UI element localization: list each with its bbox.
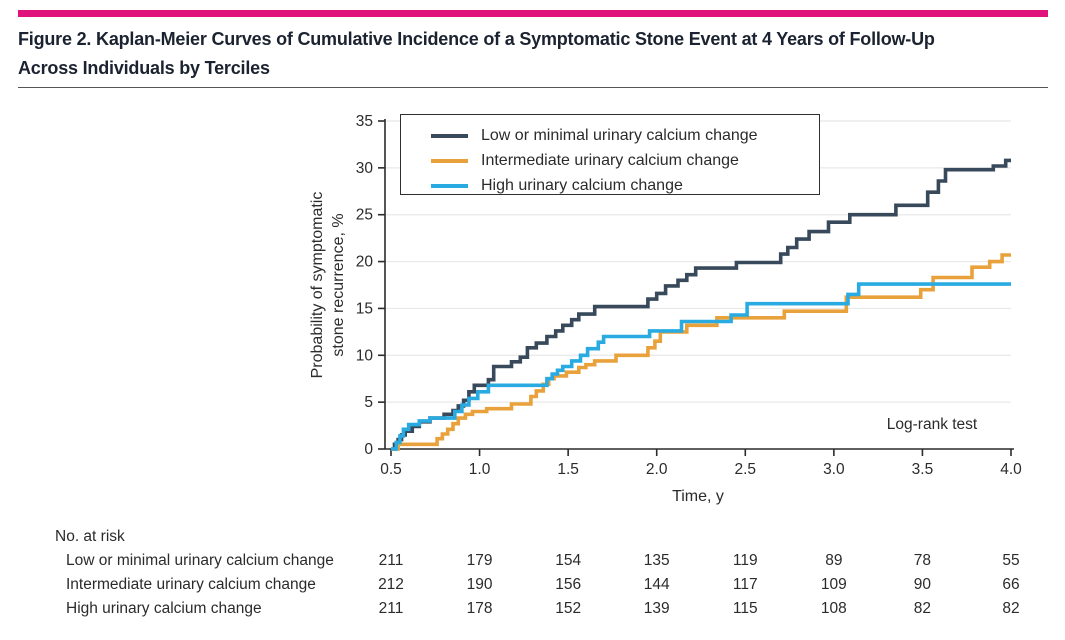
y-axis-title-line-2: stone recurrence, % [330,213,347,356]
risk-row-low: Low or minimal urinary calcium change 21… [0,552,1065,574]
legend-label-high: High urinary calcium change [481,176,683,194]
risk-count: 117 [732,576,758,593]
risk-count: 212 [378,576,404,593]
km-curve-1 [391,253,1011,451]
svg-text:0.5: 0.5 [380,461,402,478]
log-rank-label: Log-rank test [886,416,978,433]
legend-label-low: Low or minimal urinary calcium change [481,126,758,144]
legend-line-high-icon [431,183,468,188]
km-curve-2 [391,282,1011,451]
risk-count: 89 [825,552,843,569]
title-divider [18,87,1048,88]
svg-text:5: 5 [364,394,373,411]
legend-item-high: High urinary calcium change [431,173,819,198]
legend-line-low-icon [431,133,468,138]
risk-row-intermediate: Intermediate urinary calcium change 212 1… [0,576,1065,598]
risk-count: 55 [1002,552,1020,569]
risk-count: 190 [466,576,493,593]
svg-text:2.5: 2.5 [735,461,757,478]
svg-text:35: 35 [356,113,373,130]
svg-text:1.0: 1.0 [469,461,491,478]
risk-count: 154 [555,552,582,569]
legend-line-intermediate-icon [431,158,468,163]
svg-text:4.0: 4.0 [1000,461,1022,478]
svg-text:1.5: 1.5 [557,461,579,478]
svg-text:10: 10 [356,347,374,364]
accent-bar [18,10,1048,17]
risk-count: 109 [820,576,847,593]
y-axis-title-line-1: Probability of symptomatic [309,192,326,379]
risk-count: 119 [732,552,758,569]
svg-text:25: 25 [356,207,373,224]
risk-count: 115 [732,600,758,617]
risk-count: 144 [643,576,670,593]
svg-text:15: 15 [356,300,373,317]
km-curves [391,158,1011,451]
x-axis-title: Time, y [672,488,724,505]
risk-count: 152 [555,600,582,617]
risk-count: 139 [643,600,670,617]
svg-text:3.0: 3.0 [823,461,845,478]
chart-legend: Low or minimal urinary calcium change In… [400,114,820,195]
legend-item-low: Low or minimal urinary calcium change [431,123,819,148]
km-curve-0 [391,158,1011,451]
svg-text:2.0: 2.0 [646,461,668,478]
risk-table-header: No. at risk [55,528,125,545]
figure-title: Figure 2. Kaplan-Meier Curves of Cumulat… [18,25,1036,83]
risk-count: 178 [466,600,493,617]
legend-label-intermediate: Intermediate urinary calcium change [481,151,739,169]
risk-count: 66 [1002,576,1020,593]
svg-text:30: 30 [356,160,374,177]
risk-count: 108 [820,600,847,617]
legend-item-intermediate: Intermediate urinary calcium change [431,148,819,173]
risk-count: 82 [913,600,932,617]
risk-count: 211 [378,552,404,569]
risk-row-high: High urinary calcium change 211 178 152 139… [0,600,1065,622]
risk-count: 82 [1002,600,1020,617]
risk-count: 156 [555,576,582,593]
figure-title-line-2: Across Individuals by Terciles [18,58,270,78]
svg-text:0: 0 [364,441,373,458]
risk-count: 135 [643,552,670,569]
svg-text:20: 20 [356,254,374,271]
svg-text:3.5: 3.5 [912,461,934,478]
risk-count: 211 [378,600,404,617]
figure-title-line-1: Figure 2. Kaplan-Meier Curves of Cumulat… [18,29,935,49]
tick-labels: 0 5 10 15 20 25 30 35 0.5 1.0 1.5 2.0 2.5 3.0 3.5 4.0 [356,113,1022,478]
risk-row-label: High urinary calcium change [66,600,262,617]
risk-count: 179 [466,552,493,569]
risk-count: 90 [913,576,932,593]
axes [378,119,1014,456]
risk-count: 78 [913,552,932,569]
risk-row-label: Low or minimal urinary calcium change [66,552,334,569]
risk-row-label: Intermediate urinary calcium change [66,576,316,593]
